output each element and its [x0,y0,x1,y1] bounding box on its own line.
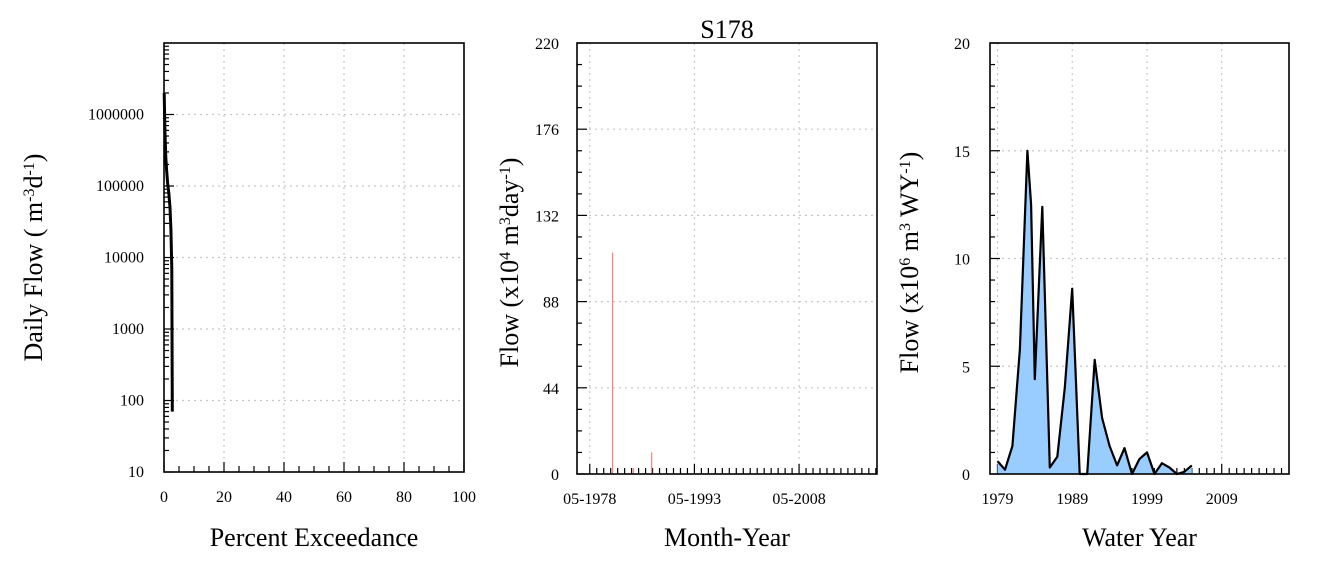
x-axis-label: Month-Year [664,523,790,552]
y-tick-label: 0 [551,467,559,484]
y-axis-label: Daily Flow ( m-3d-1) [19,154,48,362]
plot-frame [576,42,878,475]
annual-flow-panel: 1979 1989 1999 2009 0 5 10 15 20 Water Year Flow (… [895,36,1290,552]
monthly-flow-panel: 05-1978 05-1993 05-2008 0 44 88 132 176 220 Month… [495,36,878,552]
x-tick-label: 1999 [1131,491,1163,508]
chart-title: S178 [700,15,753,44]
y-label-part: ) [19,154,48,163]
exceedance-panel: 0 20 40 60 80 100 10 100 1000 10000 100000 1000000 P… [19,42,476,552]
y-tick-label: 88 [543,295,559,312]
x-tick-label: 2009 [1206,491,1238,508]
x-tick-label: 60 [336,489,352,506]
x-tick-label: 05-2008 [772,491,825,508]
x-tick-label: 40 [276,489,292,506]
flow-line [996,149,1193,476]
y-label-part: Flow (x10 [895,266,924,374]
y-label-sup: 3 [497,217,514,225]
y-tick-label: 15 [954,144,970,161]
y-tick-label: 0 [962,467,970,484]
y-label-sup: -1 [897,160,914,173]
y-label-part: ) [495,158,524,167]
y-tick-label: 132 [535,208,559,225]
y-label-part: d [19,176,48,189]
exceedance-curve [162,92,174,412]
y-tick-label: 10 [128,464,144,481]
x-tick-label: 05-1993 [668,491,721,508]
y-tick-label: 176 [535,122,559,139]
plot-frame [989,42,1290,475]
x-axis-label: Percent Exceedance [210,523,419,552]
plot-frame [163,42,465,473]
y-label-part: m [895,231,924,258]
y-label-part: Flow (x10 [495,260,524,368]
y-label-part: ) [895,152,924,161]
x-tick-label: 05-1978 [563,491,616,508]
y-label-part: Daily Flow ( m [19,202,48,362]
x-axis-label: Water Year [1082,523,1197,552]
x-tick-label: 100 [452,489,476,506]
y-tick-label: 220 [535,36,559,53]
y-label-sup: 6 [897,258,914,266]
x-tick-label: 20 [216,489,232,506]
x-tick-label: 80 [396,489,412,506]
y-label-sup: -1 [497,166,514,179]
y-tick-label: 1000 [112,321,144,338]
y-label-part: m [495,225,524,252]
y-axis-label: Flow (x104 m3day-1) [495,158,524,368]
y-label-part: day [495,180,524,218]
y-label-part: WY [895,173,924,223]
x-tick-label: 1979 [981,491,1013,508]
flow-area [997,150,1192,475]
y-label-sup: -1 [21,162,38,175]
y-label-sup: 3 [897,223,914,231]
y-tick-label: 100 [120,393,144,410]
y-label-sup: -3 [21,189,38,202]
x-tick-label: 1989 [1056,491,1088,508]
y-tick-label: 44 [543,381,559,398]
y-label-sup: 4 [497,252,514,260]
y-tick-label: 100000 [96,178,144,195]
y-tick-label: 5 [962,359,970,376]
y-axis-label: Flow (x106 m3 WY-1) [895,152,924,374]
y-tick-label: 1000000 [88,107,144,124]
x-tick-label: 0 [160,489,168,506]
y-tick-label: 10000 [104,250,144,267]
y-tick-label: 10 [954,252,970,269]
y-tick-label: 20 [954,36,970,53]
